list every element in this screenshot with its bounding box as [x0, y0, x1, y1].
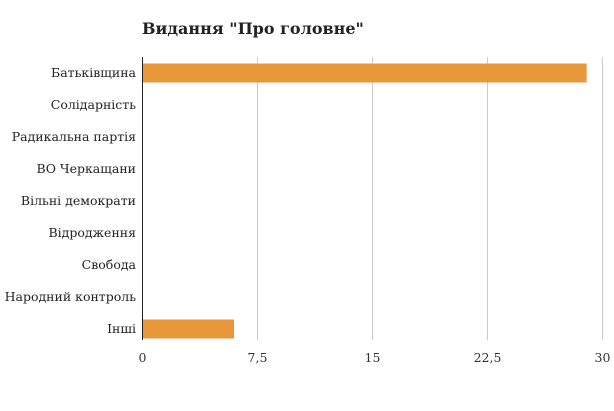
x-tick-label: 0 — [139, 350, 147, 365]
x-tick-label: 30 — [595, 350, 611, 365]
category-label: ВО Черкащани — [37, 161, 136, 176]
bar — [143, 319, 234, 339]
category-label: Вільні демократи — [21, 193, 136, 208]
x-tick-label: 22,5 — [474, 350, 502, 365]
category-label: Радикальна партія — [12, 129, 136, 144]
chart-title: Видання "Про головне" — [142, 19, 364, 38]
bars — [143, 63, 587, 339]
category-labels: Батьківщина Солідарність Радикальна партія… — [5, 65, 137, 336]
category-label: Свобода — [82, 257, 137, 272]
category-label: Народний контроль — [5, 289, 137, 304]
category-label: Відродження — [48, 225, 136, 240]
grid-lines — [257, 57, 603, 340]
bar — [143, 63, 587, 83]
x-tick-labels: 0 7,5 15 22,5 30 — [139, 350, 611, 365]
category-label: Інші — [107, 321, 136, 336]
x-tick-label: 7,5 — [248, 350, 268, 365]
x-tick-label: 15 — [365, 350, 381, 365]
category-label: Батьківщина — [51, 65, 136, 80]
category-label: Солідарність — [51, 97, 136, 112]
